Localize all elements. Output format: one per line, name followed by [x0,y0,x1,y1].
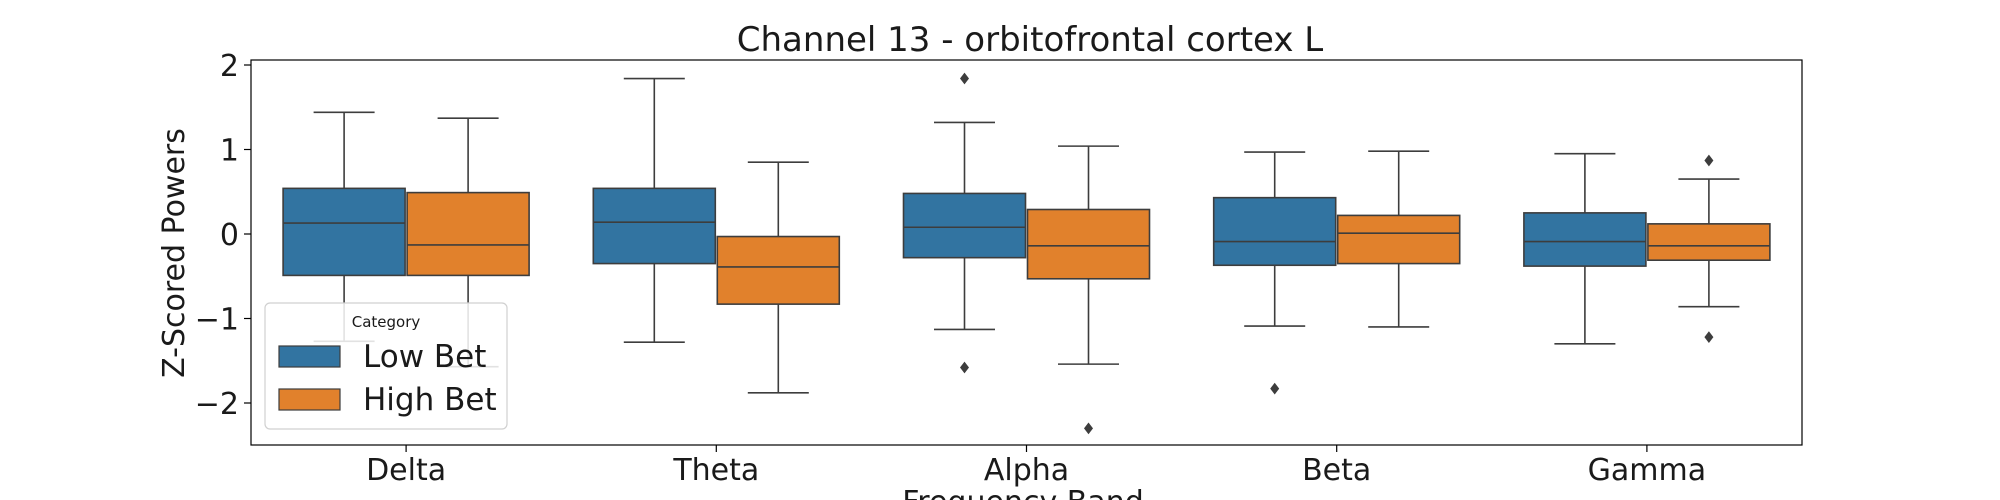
x-tick-label: Alpha [984,453,1069,488]
legend-label: High Bet [363,382,497,418]
box-body [902,192,1027,259]
chart-title: Channel 13 - orbitofrontal cortex L [737,20,1324,60]
outlier-point [1270,382,1280,395]
box-high-bet-delta [406,117,530,368]
x-tick-label: Delta [366,453,446,488]
y-tick-label: 0 [220,218,239,253]
box-body [282,187,406,277]
x-tick-label: Beta [1302,453,1371,488]
outlier-point [960,72,969,85]
box-high-bet-alpha [1026,145,1151,435]
y-axis-label: Z-Scored Powers [157,128,192,378]
y-tick-label: −1 [195,303,239,338]
box-body [1336,214,1461,265]
outlier-point [1704,154,1714,167]
outlier-point [960,361,969,374]
box-high-bet-gamma [1647,154,1771,343]
box-low-bet-alpha [902,72,1027,374]
box-body [1523,212,1647,267]
legend: Category Low Bet High Bet [264,302,508,430]
legend-swatch [278,345,341,368]
box-body [406,191,530,277]
box-body [592,187,717,265]
box-body [716,235,841,305]
ticks-layer: 2 1 0 −1 −2 Delta Theta Alpha Beta Gamma [195,49,1706,488]
box-high-bet-theta [716,161,841,394]
legend-label: Low Bet [363,339,486,375]
box-high-bet-beta [1336,150,1461,328]
box-low-bet-theta [592,77,717,343]
box-body [1026,208,1151,280]
box-low-bet-gamma [1523,152,1647,345]
x-axis-label: Frequency Band [902,485,1144,500]
legend-title: Category [352,313,421,331]
legend-swatch [278,388,341,411]
y-tick-label: 1 [220,134,239,169]
box-body [1212,196,1337,267]
x-tick-label: Theta [672,453,759,488]
boxes-layer [282,72,1771,435]
outlier-point [1704,331,1714,343]
y-tick-label: −2 [195,387,239,422]
box-low-bet-beta [1212,151,1337,395]
outlier-point [1084,422,1093,435]
y-tick-label: 2 [220,49,239,84]
x-tick-label: Gamma [1588,453,1706,488]
box-body [1647,223,1771,261]
